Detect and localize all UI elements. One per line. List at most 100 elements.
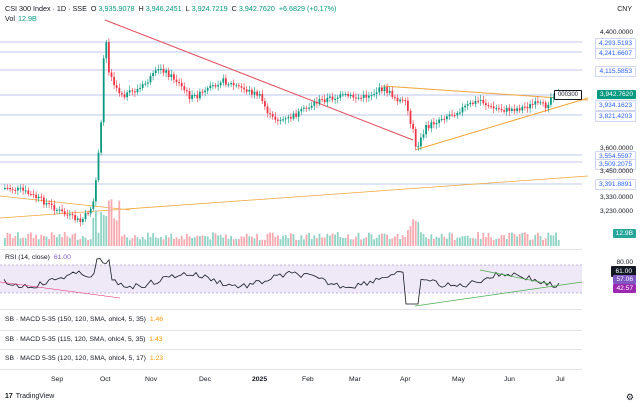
volume-bar bbox=[518, 233, 521, 246]
currency-label[interactable]: CNY bbox=[617, 6, 632, 13]
candle-body bbox=[401, 99, 404, 101]
candle-body bbox=[232, 83, 235, 86]
candle-body bbox=[552, 97, 555, 99]
candle-body bbox=[97, 152, 100, 181]
candle-body bbox=[490, 106, 492, 108]
candle-body bbox=[508, 107, 511, 111]
volume-bar bbox=[32, 238, 35, 246]
volume-bar bbox=[456, 237, 459, 246]
rsi-level-42[interactable]: 42.57 bbox=[613, 284, 636, 293]
candle-body bbox=[100, 122, 102, 153]
volume-bar bbox=[534, 234, 537, 246]
volume-bar bbox=[355, 236, 357, 246]
macd-legend-2[interactable]: SB · MACD 5-35 (115, 120, SMA, ohlc4, 5,… bbox=[5, 336, 163, 343]
pane-separator[interactable] bbox=[0, 349, 582, 350]
candle-body bbox=[362, 94, 365, 99]
macd-3-label: SB · MACD 5-35 (120, 120, SMA, ohlc4, 5,… bbox=[5, 355, 146, 362]
volume-bar bbox=[178, 239, 180, 246]
candle-body bbox=[526, 106, 529, 109]
candle-body bbox=[69, 214, 71, 216]
volume-bar bbox=[17, 232, 19, 246]
volume-bar bbox=[487, 233, 490, 246]
volume-bar bbox=[212, 232, 214, 246]
price-tick-3600: 3,600.0000 bbox=[599, 145, 633, 152]
price-level-4241[interactable]: 4,241.6607 bbox=[594, 48, 636, 59]
rsi-level-57[interactable]: 57.06 bbox=[613, 275, 636, 284]
current-price-label[interactable]: 3,942.7620 bbox=[596, 90, 636, 99]
candle-body bbox=[412, 123, 414, 130]
candle-body bbox=[154, 70, 157, 73]
candle-body bbox=[152, 72, 154, 77]
volume-bar bbox=[19, 238, 22, 246]
volume-bar bbox=[108, 200, 110, 246]
volume-bar bbox=[461, 236, 464, 246]
settings-gear-icon[interactable]: ⚙ bbox=[625, 392, 634, 402]
volume-bar bbox=[102, 214, 105, 246]
volume-bar bbox=[492, 239, 495, 246]
candle-body bbox=[396, 97, 399, 102]
tradingview-logo[interactable]: 17 TradingView bbox=[5, 393, 54, 400]
symbol-legend[interactable]: CSI 300 Index · 1D · SSE O 3,935.9078 H 3,… bbox=[5, 4, 338, 13]
price-level-3391[interactable]: 3,391.8891 bbox=[594, 179, 636, 190]
volume-bar bbox=[321, 237, 323, 246]
candle-body bbox=[136, 88, 139, 93]
volume-bar bbox=[547, 232, 550, 246]
volume-label[interactable]: 12.9B bbox=[612, 229, 636, 238]
candle-body bbox=[141, 84, 144, 88]
volume-legend[interactable]: Vol 12.9B bbox=[5, 14, 37, 23]
candle-body bbox=[204, 90, 206, 93]
volume-bar bbox=[199, 236, 201, 246]
volume-bar bbox=[399, 239, 401, 246]
macd-legend-3[interactable]: SB · MACD 5-35 (120, 120, SMA, ohlc4, 5,… bbox=[5, 355, 163, 362]
candle-body bbox=[61, 209, 63, 212]
rsi-level-80: 80.00 bbox=[616, 259, 633, 266]
price-tick-3450: 3,450.0000 bbox=[599, 168, 633, 175]
volume-bar bbox=[438, 237, 440, 246]
volume-bar bbox=[157, 238, 160, 246]
candle-body bbox=[48, 202, 50, 204]
candle-body bbox=[191, 95, 193, 99]
volume-bar bbox=[290, 233, 292, 246]
candle-body bbox=[323, 99, 326, 103]
symbol-tag[interactable]: 000300 bbox=[553, 90, 582, 100]
price-level-4115[interactable]: 4,115.5853 bbox=[595, 66, 636, 77]
symbol-name[interactable]: CSI 300 Index · 1D · SSE bbox=[5, 4, 87, 13]
price-level-3821[interactable]: 3,821.4203 bbox=[594, 111, 636, 122]
rsi-legend[interactable]: RSI (14, close) 61.00 bbox=[5, 254, 71, 261]
rsi-label: RSI (14, close) bbox=[5, 254, 50, 261]
vol-value: 12.9B bbox=[18, 14, 37, 23]
candle-body bbox=[316, 102, 318, 104]
candle-body bbox=[427, 125, 430, 129]
volume-bar bbox=[269, 232, 271, 246]
candle-body bbox=[453, 114, 456, 116]
macd-legend-1[interactable]: SB · MACD 5-35 (150, 120, SMA, ohlc4, 5,… bbox=[5, 316, 163, 323]
pane-separator[interactable] bbox=[0, 330, 582, 331]
candle-body bbox=[464, 105, 466, 108]
volume-bar bbox=[144, 239, 147, 246]
price-level-3934[interactable]: 3,934.1623 bbox=[594, 100, 636, 111]
price-level-3509[interactable]: 3,509.2075 bbox=[594, 159, 636, 170]
pane-separator[interactable] bbox=[0, 369, 582, 370]
volume-bar bbox=[110, 199, 113, 246]
candle-body bbox=[368, 95, 370, 98]
pane-separator[interactable] bbox=[0, 249, 582, 250]
volume-bar bbox=[66, 236, 69, 246]
candle-body bbox=[344, 94, 347, 96]
candle-body bbox=[188, 91, 191, 99]
candle-body bbox=[269, 113, 271, 115]
change-value: +6.6829 (+0.17%) bbox=[278, 4, 337, 13]
volume-bar bbox=[409, 226, 412, 246]
volume-bar bbox=[232, 239, 235, 246]
pane-separator[interactable] bbox=[0, 309, 582, 310]
candle-body bbox=[456, 113, 459, 116]
candle-body bbox=[217, 85, 219, 87]
candle-body bbox=[321, 99, 323, 101]
volume-bar bbox=[141, 236, 144, 246]
rsi-divergence-line bbox=[414, 281, 583, 307]
candle-body bbox=[253, 91, 256, 95]
candle-body bbox=[199, 91, 201, 99]
volume-histogram bbox=[4, 199, 560, 246]
volume-bar bbox=[414, 220, 417, 246]
candle-body bbox=[102, 58, 105, 123]
